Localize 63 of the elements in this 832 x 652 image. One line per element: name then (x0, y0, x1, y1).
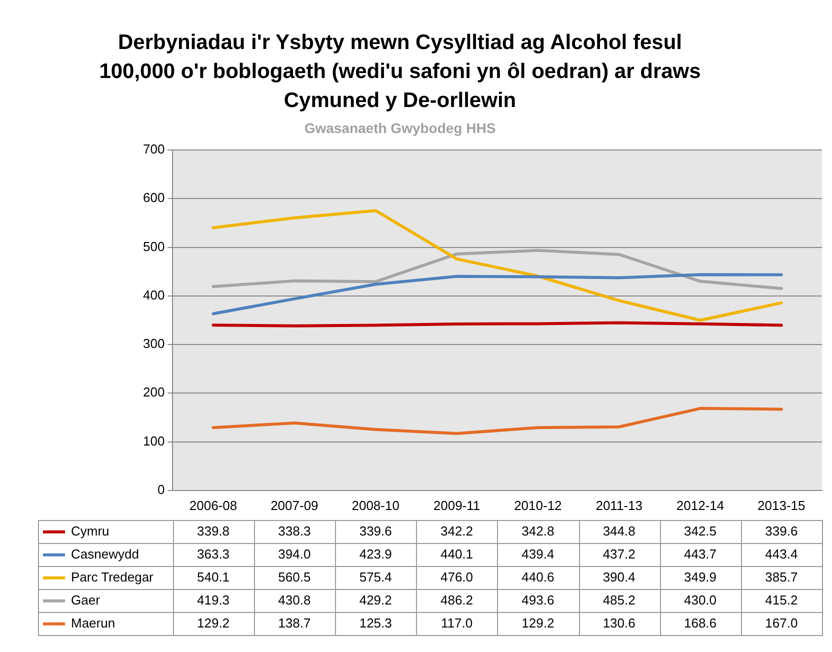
data-label: 339.8 (197, 523, 230, 538)
chart-title: Derbyniadau i'r Ysbyty mewn Cysylltiad ag Alcohol fesul 100,000 o'r boblogaeth (wedi'u safoni yn ôl oedran) ar draws Cymuned y De-orllewin (98, 30, 702, 114)
y-tick-label: 0 (157, 482, 165, 497)
data-label: 342.2 (440, 523, 474, 538)
data-label: 138.7 (278, 615, 311, 630)
data-label: 130.6 (602, 615, 636, 630)
legend-label: Parc Tredegar (71, 569, 154, 584)
x-tick-label: 2009-11 (433, 498, 480, 513)
data-label: 439.4 (522, 546, 554, 562)
chart-subtitle: Gwasanaeth Gwybodeg HHS (303, 120, 497, 136)
x-tick-label: 2006-08 (189, 498, 238, 513)
data-label: 443.4 (765, 546, 798, 562)
x-tick-label: 2010-12 (514, 498, 562, 513)
x-tick-label: 2013-15 (758, 498, 806, 513)
data-label: 168.6 (684, 615, 717, 630)
y-tick-label: 300 (142, 336, 165, 352)
data-label: 394.0 (278, 546, 311, 562)
x-tick-label: 2012-14 (676, 498, 724, 513)
y-tick-label: 200 (142, 384, 165, 400)
legend-label: Casnewydd (71, 546, 139, 562)
data-label: 415.2 (765, 592, 798, 608)
data-label: 342.5 (684, 523, 717, 538)
data-label: 440.6 (522, 569, 554, 584)
legend-label: Maerun (71, 615, 116, 630)
legend-label: Gaer (71, 592, 101, 608)
data-label: 390.4 (602, 569, 636, 584)
data-label: 338.3 (278, 523, 311, 538)
data-label: 385.7 (765, 569, 798, 584)
data-label: 349.9 (684, 569, 717, 584)
y-tick-label: 100 (142, 433, 165, 448)
x-tick-label: 2011-13 (596, 498, 642, 513)
data-label: 493.6 (522, 592, 554, 608)
data-label: 423.9 (359, 546, 392, 562)
data-label: 437.2 (602, 546, 636, 562)
data-label: 440.1 (440, 546, 474, 562)
y-tick-label: 600 (142, 190, 165, 206)
y-tick-label: 400 (142, 287, 165, 302)
y-tick-label: 500 (142, 238, 165, 254)
data-label: 430.8 (278, 592, 311, 608)
y-tick-label: 700 (142, 142, 165, 157)
data-label: 476.0 (440, 569, 474, 584)
data-label: 560.5 (278, 569, 311, 584)
data-label: 443.7 (684, 546, 717, 562)
x-tick-label: 2007-09 (270, 498, 318, 513)
data-label: 129.2 (197, 615, 230, 630)
data-label: 339.6 (765, 523, 798, 538)
data-label: 429.2 (359, 592, 392, 608)
data-label: 342.8 (522, 523, 554, 538)
legend-label: Cymru (71, 523, 110, 538)
data-label: 363.3 (197, 546, 230, 562)
data-label: 486.2 (440, 592, 474, 608)
data-label: 575.4 (359, 569, 392, 584)
data-label: 167.0 (765, 615, 798, 630)
data-label: 540.1 (197, 569, 230, 584)
data-label: 430.0 (684, 592, 717, 608)
data-label: 485.2 (602, 592, 636, 608)
data-label: 125.3 (359, 615, 392, 630)
data-label: 344.8 (602, 523, 636, 538)
data-label: 339.6 (359, 523, 392, 538)
x-tick-label: 2008-10 (352, 498, 400, 513)
data-label: 419.3 (197, 592, 230, 608)
data-label: 117.0 (440, 615, 473, 630)
data-label: 129.2 (522, 615, 554, 630)
